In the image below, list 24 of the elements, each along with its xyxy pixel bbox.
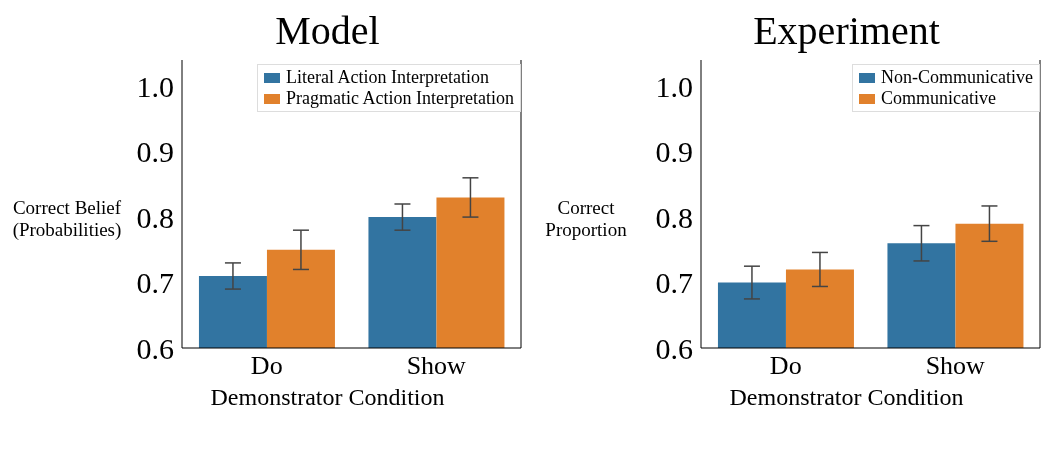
y-tick-label: 0.8 (136, 200, 174, 234)
legend-label: Non-Communicative (881, 67, 1033, 88)
y-tick-label: 0.6 (136, 331, 174, 365)
y-tick-label: 0.9 (136, 135, 174, 169)
y-tick-label: 0.8 (655, 200, 693, 234)
x-tick-label: Do (769, 351, 802, 381)
y-tick-label: 1.0 (655, 69, 693, 103)
y-tick-label: 0.7 (136, 266, 174, 300)
y-tick-label: 1.0 (136, 69, 174, 103)
y-axis-title: Correct Belief (Probabilities) (11, 197, 123, 241)
x-tick-label: Show (925, 351, 986, 381)
legend-label: Pragmatic Action Interpretation (286, 88, 514, 109)
chart-title: Model (274, 8, 381, 54)
legend-label: Literal Action Interpretation (286, 67, 489, 88)
y-tick-label: 0.6 (655, 331, 693, 365)
y-tick-label: 0.7 (655, 266, 693, 300)
chart-title: Experiment (752, 8, 941, 54)
legend-label: Communicative (881, 88, 996, 109)
y-axis-title: Correct Proportion (544, 197, 628, 241)
x-axis-title: Demonstrator Condition (209, 384, 446, 411)
x-tick-label: Show (406, 351, 467, 381)
x-axis-title: Demonstrator Condition (728, 384, 965, 411)
x-tick-label: Do (250, 351, 283, 381)
y-tick-label: 0.9 (655, 135, 693, 169)
